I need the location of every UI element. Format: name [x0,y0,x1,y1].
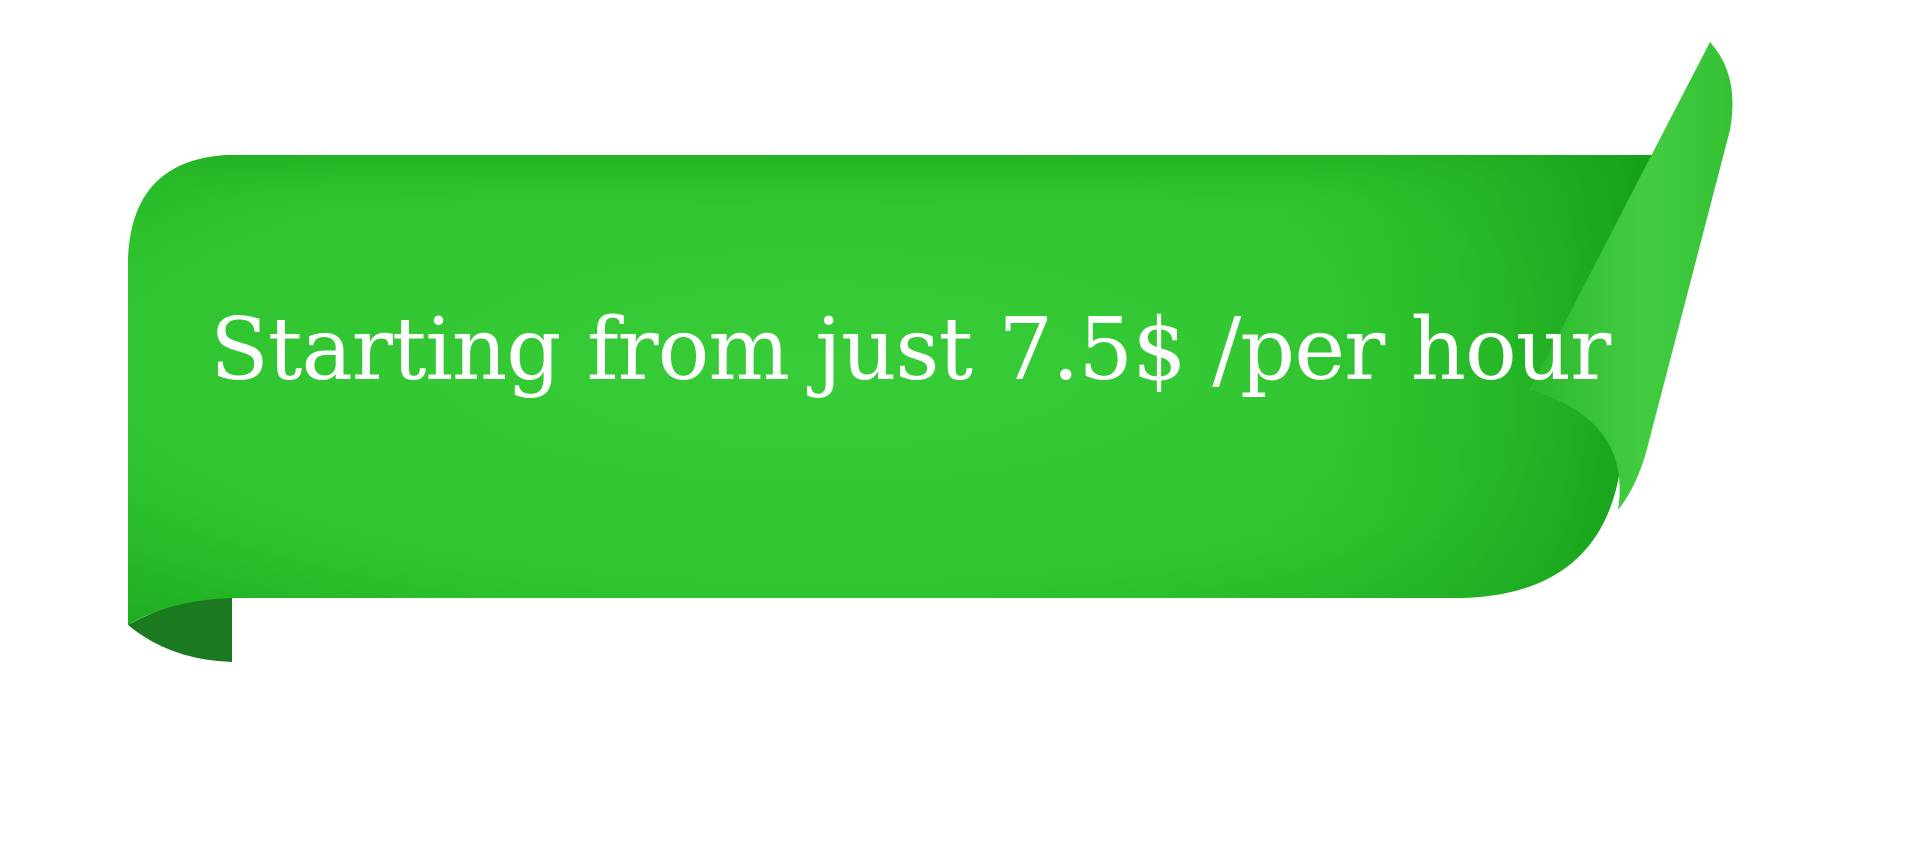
ribbon-right-curl [1530,42,1733,510]
ribbon-left-fold [128,597,232,662]
banner-headline: Starting from just 7.5$ /per hour [210,300,1611,400]
